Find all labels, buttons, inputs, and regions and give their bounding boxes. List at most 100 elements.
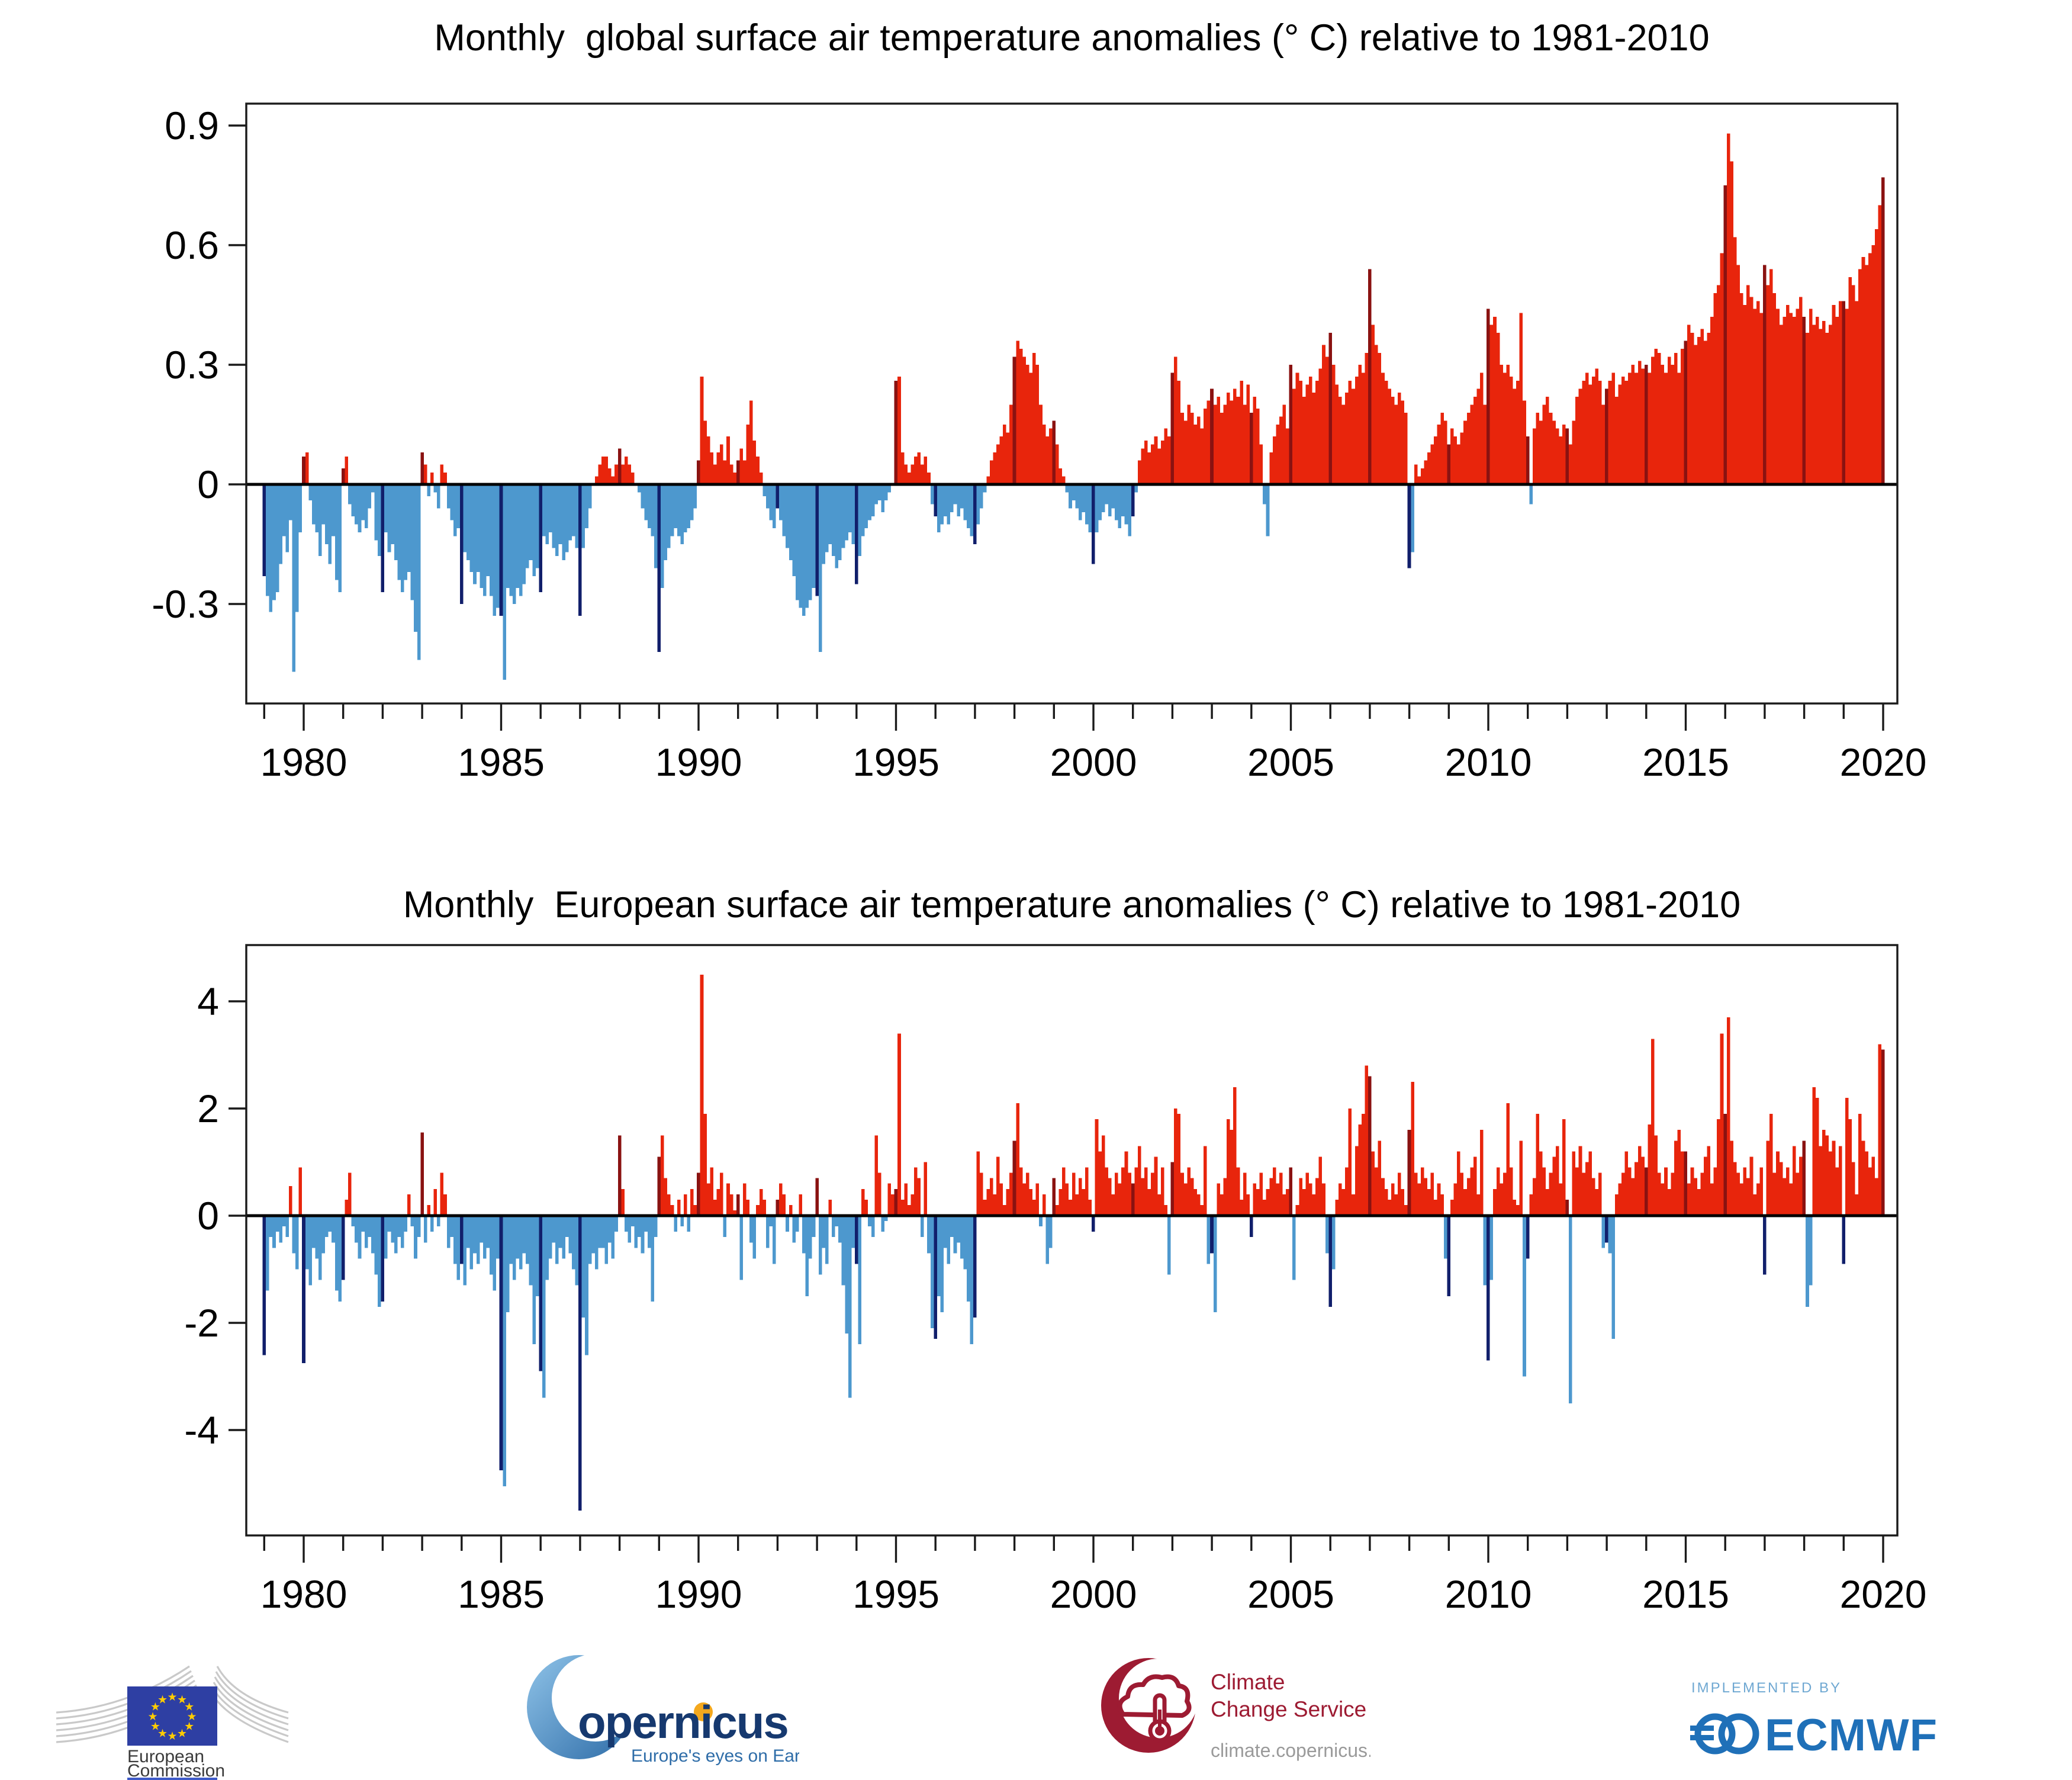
bar-month: [1019, 1167, 1023, 1216]
bar-month: [1220, 1194, 1224, 1216]
bar-month: [1519, 1140, 1523, 1216]
bar-january: [1842, 301, 1845, 484]
bar-january: [815, 1178, 819, 1216]
bar-january: [460, 484, 464, 604]
bar-month: [703, 420, 707, 484]
bar-month: [1792, 317, 1796, 484]
bar-month: [1648, 1124, 1651, 1216]
x-tick-label: 2005: [1247, 740, 1334, 784]
bar-month: [1427, 452, 1431, 484]
bar-month: [1378, 352, 1382, 484]
bar-month: [594, 1216, 599, 1270]
european-anomalies-chart: 1980 1985 1990 1995 2000 2005 2010 2015 2020 -4 -2…: [184, 944, 1926, 1616]
bar-month: [1559, 436, 1562, 484]
bar-month: [1479, 372, 1484, 484]
bar-month: [1180, 1172, 1184, 1216]
bar-month: [1151, 444, 1154, 484]
bar-month: [1578, 388, 1582, 484]
bar-month: [1529, 1194, 1533, 1216]
bar-month: [318, 1216, 322, 1280]
bar-month: [604, 1216, 609, 1264]
bar-month: [1654, 349, 1658, 484]
bar-month: [647, 1216, 651, 1248]
bar-month: [1726, 1017, 1730, 1216]
bar-month: [848, 1216, 852, 1398]
bar-month: [1552, 1156, 1556, 1216]
bar-month: [1394, 1194, 1398, 1216]
bar-month: [601, 1216, 605, 1248]
eu-star-icon: ★: [186, 1711, 197, 1723]
bar-month: [792, 484, 796, 576]
bar-month: [1710, 1183, 1714, 1216]
bar-month: [986, 476, 990, 484]
bar-month: [1233, 388, 1237, 484]
bar-month: [1204, 409, 1207, 484]
bar-month: [1591, 1178, 1595, 1216]
bar-month: [917, 1178, 921, 1216]
bar-month: [914, 1167, 918, 1216]
bar-month: [644, 484, 648, 520]
bar-month: [1611, 372, 1615, 484]
bar-month: [272, 1216, 276, 1248]
bar-month: [739, 448, 743, 484]
bar-month: [1736, 1172, 1740, 1216]
bar-month: [1371, 1151, 1375, 1216]
bar-month: [1430, 444, 1434, 484]
bar-month: [423, 1216, 427, 1243]
bar-month: [1121, 1167, 1125, 1216]
bar-month: [1799, 1156, 1803, 1216]
bar-month: [1832, 1140, 1836, 1216]
bar-month: [384, 484, 388, 532]
bar-month: [1575, 396, 1579, 484]
bar-month: [1058, 468, 1063, 484]
bar-month: [348, 484, 352, 505]
bar-month: [1457, 1151, 1460, 1216]
european-commission-logo: ★ ★ ★ ★ ★ ★ ★ ★ ★ ★ ★ ★ European Commission: [56, 1656, 293, 1780]
bar-month: [288, 484, 292, 520]
bar-month: [1256, 1188, 1260, 1216]
bar-month: [1552, 420, 1556, 484]
bar-month: [1658, 352, 1661, 484]
bar-month: [456, 484, 460, 529]
y-tick-label: 4: [197, 979, 219, 1023]
bar-month: [1489, 324, 1494, 484]
bar-month: [1502, 372, 1507, 484]
bar-month: [1187, 1167, 1191, 1216]
bar-month: [1048, 1216, 1053, 1248]
bar-month: [355, 1216, 358, 1243]
bar-month: [1549, 1172, 1553, 1216]
bar-month: [282, 1216, 286, 1227]
bar-month: [433, 1188, 437, 1216]
bar-month: [1697, 336, 1701, 484]
bar-month: [1157, 1194, 1161, 1216]
bar-month: [917, 452, 921, 484]
bar-month: [1174, 356, 1177, 484]
bar-month: [723, 1216, 727, 1238]
bar-month: [877, 484, 881, 500]
bar-month: [818, 1216, 822, 1275]
bar-january: [617, 448, 622, 484]
bar-january: [1210, 1216, 1214, 1254]
bar-month: [1769, 1114, 1773, 1216]
bar-month: [683, 484, 687, 532]
bar-month: [1703, 1156, 1707, 1216]
bar-month: [1388, 1199, 1391, 1216]
bar-month: [786, 484, 789, 548]
bar-january: [1052, 420, 1056, 484]
bar-month: [506, 1216, 510, 1312]
bar-month: [1694, 1178, 1697, 1216]
bar-month: [1796, 309, 1800, 484]
bar-month: [1819, 1146, 1823, 1216]
bar-month: [1335, 384, 1339, 484]
bar-month: [285, 484, 289, 552]
bar-month: [581, 484, 585, 548]
bar-month: [812, 484, 816, 589]
bar-month: [1440, 1194, 1444, 1216]
bar-january: [973, 484, 977, 544]
bar-month: [394, 1216, 398, 1254]
bar-month: [482, 484, 487, 596]
bar-month: [338, 1216, 342, 1302]
bar-month: [1519, 313, 1523, 484]
bar-month: [1595, 368, 1599, 484]
bar-month: [311, 484, 316, 525]
